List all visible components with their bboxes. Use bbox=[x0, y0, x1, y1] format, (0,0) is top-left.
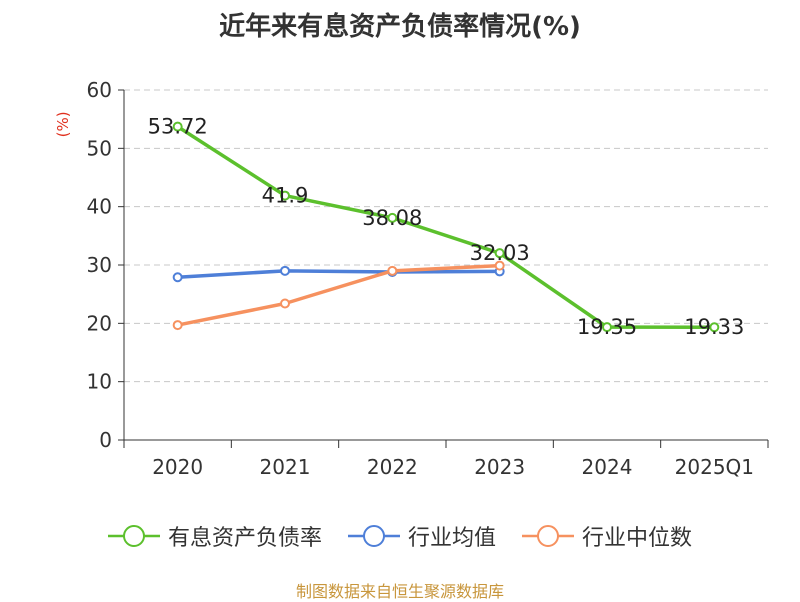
series-1-point bbox=[280, 265, 290, 276]
legend-swatch-icon bbox=[347, 525, 400, 547]
series-line-2 bbox=[177, 263, 500, 327]
legend-label: 行业均值 bbox=[407, 526, 496, 551]
legend-item-1[interactable]: 行业均值 bbox=[347, 520, 496, 552]
x-tick-label: 2023 bbox=[474, 455, 525, 479]
y-axis-label: (%) bbox=[54, 111, 72, 137]
series-2-point bbox=[494, 260, 505, 271]
legend-label: 有息资产负债率 bbox=[167, 526, 322, 551]
legend-swatch-icon bbox=[107, 525, 160, 547]
legend-swatch-marker bbox=[122, 525, 145, 547]
y-tick-label: 10 bbox=[87, 370, 112, 394]
grid-lines bbox=[124, 89, 768, 383]
series-0-point bbox=[602, 322, 612, 333]
y-tick-label: 20 bbox=[87, 311, 112, 335]
data-label: 32.03 bbox=[470, 241, 530, 265]
data-label: 19.35 bbox=[577, 315, 637, 339]
series-line-1 bbox=[177, 269, 500, 279]
axes: 0 10 20 30 40 50 60 (%) 2020 2021 2022 2023 2024 2025… bbox=[54, 78, 769, 479]
legend-label: 行业中位数 bbox=[582, 526, 693, 551]
legend-swatch-marker bbox=[537, 525, 559, 547]
x-tick-label: 2021 bbox=[260, 455, 311, 479]
y-tick-label: 50 bbox=[87, 136, 112, 160]
legend-item-0[interactable]: 有息资产负债率 bbox=[107, 520, 322, 552]
legend-swatch-icon bbox=[522, 525, 574, 547]
y-tick-label: 0 bbox=[99, 428, 112, 452]
legend: 有息资产负债率 行业均值 行业中位数 bbox=[0, 520, 800, 552]
x-tick-label: 2022 bbox=[367, 455, 418, 479]
data-label: 41.9 bbox=[262, 184, 309, 208]
series-2-point bbox=[280, 298, 290, 309]
series-0-point bbox=[709, 322, 720, 333]
series-lines bbox=[172, 121, 720, 333]
data-labels: 53.72 41.9 38.08 32.03 19.35 19.33 bbox=[148, 115, 745, 340]
series-1-point bbox=[172, 272, 183, 283]
series-0-point bbox=[280, 190, 290, 201]
series-2-point bbox=[387, 265, 398, 276]
data-label: 19.33 bbox=[684, 315, 744, 339]
data-label: 53.72 bbox=[148, 115, 208, 139]
chart-title: 近年来有息资产负债率情况(%) bbox=[219, 12, 581, 42]
y-tick-label: 60 bbox=[87, 78, 112, 102]
data-label: 38.08 bbox=[362, 206, 422, 230]
y-tick-label: 30 bbox=[87, 253, 112, 277]
x-tick-label: 2024 bbox=[582, 455, 633, 479]
series-0-point bbox=[387, 212, 398, 223]
legend-swatch-marker bbox=[362, 525, 385, 547]
source-note: 制图数据来自恒生聚源数据库 bbox=[295, 582, 504, 601]
series-0-point bbox=[494, 248, 505, 259]
series-line-0 bbox=[176, 125, 715, 329]
series-0-point bbox=[172, 121, 183, 132]
legend-item-2[interactable]: 行业中位数 bbox=[522, 520, 692, 552]
y-tick-label: 40 bbox=[87, 195, 112, 219]
x-tick-label: 2025Q1 bbox=[675, 455, 754, 479]
x-tick-label: 2020 bbox=[152, 455, 203, 479]
series-2-point bbox=[172, 320, 183, 331]
